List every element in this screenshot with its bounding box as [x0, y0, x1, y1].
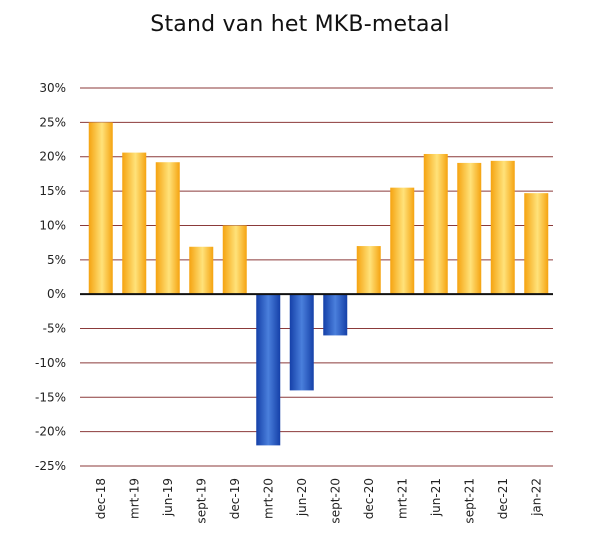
gridlines — [80, 87, 553, 467]
y-tick-label: 15% — [39, 184, 66, 198]
x-tick-label: jun-19 — [161, 478, 175, 517]
y-tick-label: 25% — [39, 115, 66, 129]
bar-mrt-21 — [390, 187, 415, 295]
y-tick-label: -10% — [35, 356, 66, 370]
y-tick-label: 20% — [39, 150, 66, 164]
bar-sept-19 — [189, 246, 214, 295]
bar-mrt-19 — [122, 152, 147, 295]
bar-dec-19 — [222, 225, 247, 295]
bar-dec-21 — [490, 160, 515, 295]
y-tick-label: -5% — [43, 322, 66, 336]
y-tick-label: 10% — [39, 218, 66, 232]
y-tick-label: -20% — [35, 425, 66, 439]
y-tick-label: -15% — [35, 390, 66, 404]
x-tick-label: mrt-21 — [395, 478, 409, 519]
y-axis-labels: 30% 25% 20% 15% 10% 5% 0% -5% -10% -15% -20% -25% — [35, 81, 66, 473]
bar-jun-19 — [155, 162, 180, 295]
y-tick-label: 0% — [47, 287, 66, 301]
chart-title: Stand van het MKB-metaal — [150, 12, 450, 37]
x-tick-label: dec-20 — [362, 478, 376, 519]
bar-jan-22 — [524, 193, 549, 295]
x-axis-labels: dec-18 mrt-19 jun-19 sept-19 dec-19 mrt-20 jun… — [94, 478, 544, 524]
x-tick-label: dec-18 — [94, 478, 108, 519]
x-tick-label: sept-21 — [462, 478, 476, 524]
bar-sept-21 — [457, 162, 482, 295]
x-tick-label: mrt-19 — [127, 478, 141, 519]
bars — [88, 122, 549, 446]
y-tick-label: 30% — [39, 81, 66, 95]
x-tick-label: dec-19 — [228, 478, 242, 519]
bar-mrt-20 — [256, 294, 281, 446]
y-tick-label: -25% — [35, 459, 66, 473]
x-tick-label: dec-21 — [496, 478, 510, 519]
x-tick-label: jun-21 — [429, 478, 443, 517]
bar-jun-20 — [289, 294, 314, 391]
x-tick-label: mrt-20 — [261, 478, 275, 519]
x-tick-label: jan-22 — [529, 478, 543, 517]
x-tick-label: sept-20 — [328, 478, 342, 524]
bar-dec-20 — [356, 246, 381, 295]
bar-sept-20 — [323, 294, 348, 336]
y-tick-label: 5% — [47, 253, 66, 267]
bar-dec-18 — [88, 122, 113, 295]
bar-jun-21 — [423, 153, 448, 295]
x-tick-label: jun-20 — [295, 478, 309, 517]
x-tick-label: sept-19 — [194, 478, 208, 524]
